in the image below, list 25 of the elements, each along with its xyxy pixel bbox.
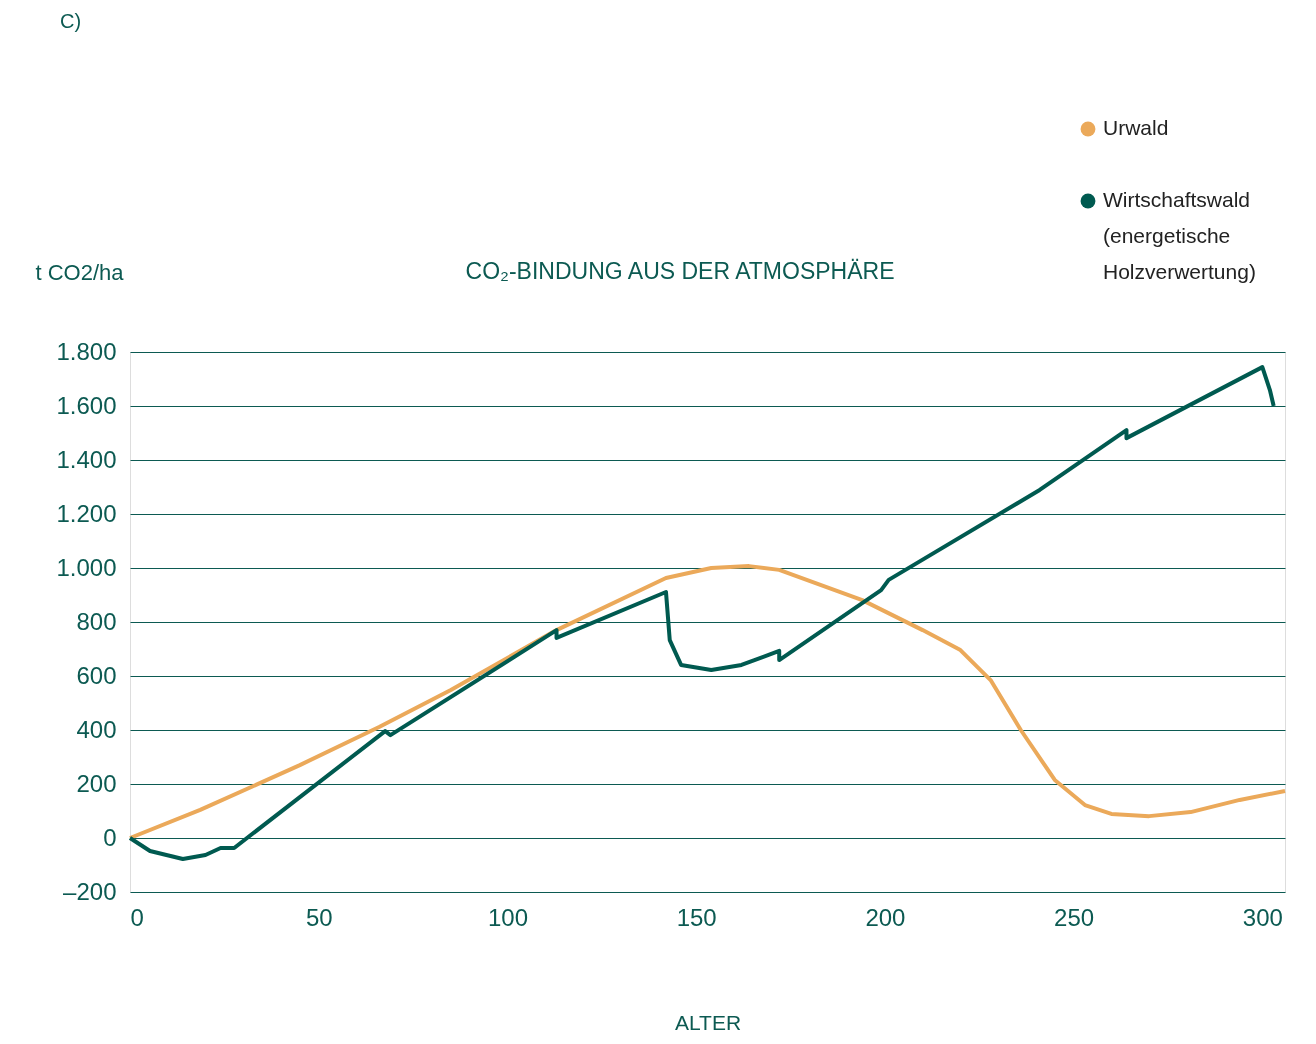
- y-tick-label: 1.400: [56, 445, 117, 473]
- x-tick-label: 250: [1054, 903, 1095, 931]
- text: C): [60, 10, 82, 32]
- y-tick-label: 200: [76, 769, 117, 797]
- legend-label: Urwald: [1103, 116, 1169, 139]
- y-tick-label: –200: [63, 877, 117, 905]
- y-tick-label: 1.600: [56, 391, 117, 419]
- y-tick-label: 1.200: [56, 499, 117, 527]
- y-tick-label: 1.000: [56, 553, 117, 581]
- line-series: [128, 564, 1287, 840]
- y-axis-title: t CO2/ha: [35, 259, 125, 285]
- x-tick-label: 100: [487, 903, 528, 931]
- x-tick-label: 200: [865, 903, 906, 931]
- y-tick-label: 800: [76, 607, 117, 635]
- y-tick-label: 1.800: [56, 337, 117, 365]
- y-tick-label: 600: [76, 661, 117, 689]
- chart-title: CO₂-BINDUNG AUS DER ATMOSPHÄRE: [465, 258, 895, 284]
- x-axis-title: ALTER: [674, 1010, 742, 1034]
- y-tick-label: 400: [76, 715, 117, 743]
- legend-label: Wirtschaftswald (energetische Holzverwertung): [1103, 188, 1256, 283]
- x-tick-label: 0: [130, 903, 144, 931]
- y-tick-label: 0: [103, 823, 117, 851]
- x-tick-label: 50: [305, 903, 333, 931]
- x-tick-label: 300: [1242, 903, 1283, 931]
- x-tick-label: 150: [676, 903, 717, 931]
